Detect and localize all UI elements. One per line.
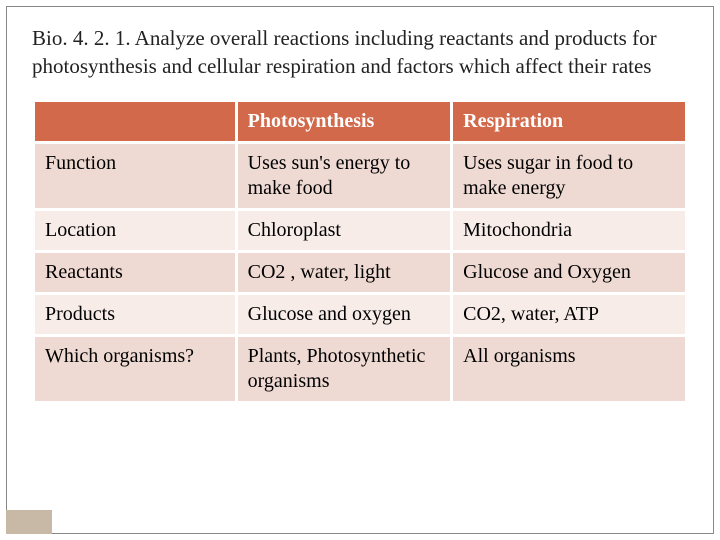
table-row: Products Glucose and oxygen CO2, water, … — [35, 295, 685, 334]
row-label: Reactants — [35, 253, 235, 292]
row-label: Which organisms? — [35, 337, 235, 401]
cell-resp: All organisms — [453, 337, 685, 401]
table-row: Location Chloroplast Mitochondria — [35, 211, 685, 250]
comparison-table: Photosynthesis Respiration Function Uses… — [32, 99, 688, 404]
slide-title: Bio. 4. 2. 1. Analyze overall reactions … — [32, 24, 688, 81]
table-row: Function Uses sun's energy to make food … — [35, 144, 685, 208]
table-header-row: Photosynthesis Respiration — [35, 102, 685, 141]
cell-photo: Uses sun's energy to make food — [238, 144, 451, 208]
table-row: Which organisms? Plants, Photosynthetic … — [35, 337, 685, 401]
row-label: Location — [35, 211, 235, 250]
cell-photo: Glucose and oxygen — [238, 295, 451, 334]
cell-resp: Glucose and Oxygen — [453, 253, 685, 292]
table-row: Reactants CO2 , water, light Glucose and… — [35, 253, 685, 292]
cell-photo: Chloroplast — [238, 211, 451, 250]
header-respiration: Respiration — [453, 102, 685, 141]
cell-resp: CO2, water, ATP — [453, 295, 685, 334]
cell-resp: Uses sugar in food to make energy — [453, 144, 685, 208]
cell-photo: Plants, Photosynthetic organisms — [238, 337, 451, 401]
cell-photo: CO2 , water, light — [238, 253, 451, 292]
slide-content: Bio. 4. 2. 1. Analyze overall reactions … — [6, 6, 714, 534]
cell-resp: Mitochondria — [453, 211, 685, 250]
row-label: Products — [35, 295, 235, 334]
header-empty — [35, 102, 235, 141]
header-photosynthesis: Photosynthesis — [238, 102, 451, 141]
row-label: Function — [35, 144, 235, 208]
